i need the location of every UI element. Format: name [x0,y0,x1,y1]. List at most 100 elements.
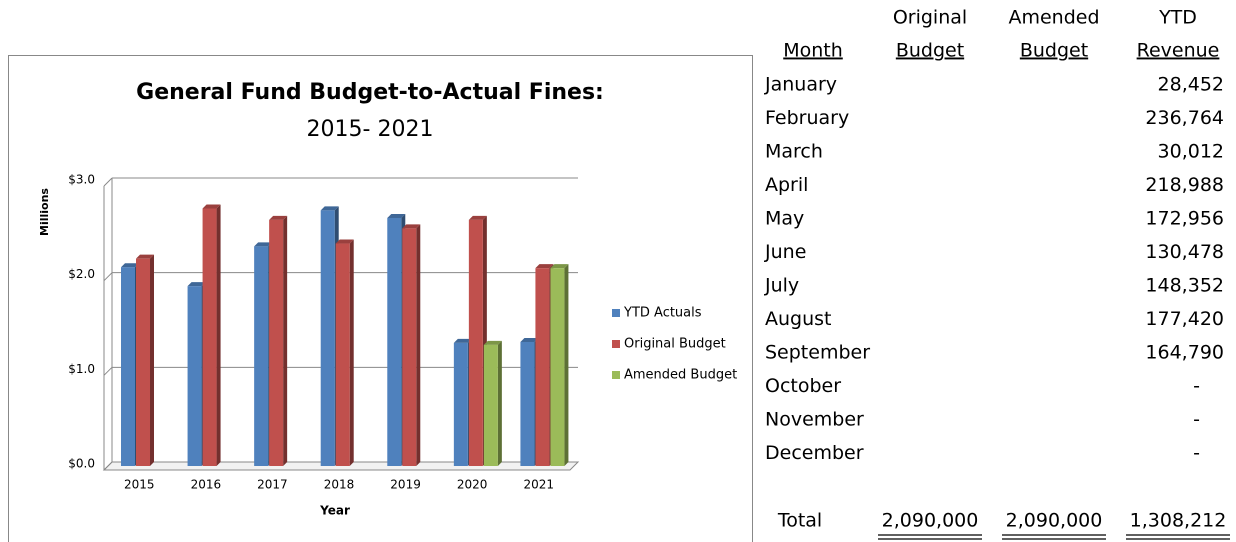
total-cell: 2,090,000 [882,510,979,532]
total-cell: 1,308,212 [1130,510,1227,532]
x-tick-label: 2019 [390,478,421,492]
revenue-cell: 30,012 [1158,141,1224,163]
bar-side [497,340,502,466]
y-tick-label: $0.0 [68,457,95,471]
revenue-cell: 164,790 [1145,342,1224,364]
month-cell: December [765,442,864,464]
month-cell: November [765,409,864,431]
bar-top [483,340,502,345]
bar-top [387,213,406,218]
bar-top [254,242,273,247]
bar-top [550,264,569,269]
revenue-cell: 172,956 [1145,208,1224,230]
column-header: Budget [896,40,964,62]
legend-swatch [612,309,620,317]
bar-top [320,206,339,211]
month-cell: June [764,241,806,263]
bar [254,246,269,466]
month-cell: September [765,342,870,364]
bar [187,286,202,466]
month-cell: July [764,275,799,297]
bar [453,342,468,466]
grid-line-depth [103,177,113,187]
total-cell: Total [777,510,822,532]
column-header-top: Amended [1008,7,1099,29]
bar-side [416,224,421,466]
bar [320,210,335,466]
y-tick-label: $2.0 [68,267,95,281]
revenue-cell: 218,988 [1145,174,1224,196]
bar [269,219,284,466]
bar [121,267,135,466]
revenue-cell: 148,352 [1145,275,1224,297]
y-tick-label: $1.0 [68,362,95,376]
revenue-cell: 130,478 [1145,241,1224,263]
y-tick-label: $3.0 [68,173,95,187]
bar [483,344,498,466]
column-header: Revenue [1137,40,1220,62]
month-cell: March [765,141,823,163]
legend-swatch [612,371,620,379]
x-axis-label: Year [319,504,350,518]
bar-top [335,239,354,244]
bar-top [468,215,487,220]
y-axis-label: Millions [38,188,51,236]
bar-top [121,263,139,268]
bar-top [453,338,472,343]
month-cell: April [765,174,808,196]
bar-side [283,215,288,466]
total-cell: 2,090,000 [1006,510,1103,532]
bar [535,268,550,466]
bar [402,228,417,466]
legend-label: Original Budget [624,337,726,352]
bar-top [535,264,554,269]
bar-top [202,204,221,209]
legend-swatch [612,340,620,348]
x-tick-label: 2018 [324,478,355,492]
x-tick-label: 2021 [523,478,554,492]
bar [520,341,535,466]
bar-top [136,254,154,259]
revenue-cell: - [1193,442,1200,464]
bar-side [349,239,354,466]
revenue-cell: - [1193,375,1200,397]
column-header-top: YTD [1158,7,1197,29]
month-cell: January [764,74,837,96]
chart-title: General Fund Budget-to-Actual Fines: [136,80,604,105]
legend-label: Amended Budget [624,368,737,383]
x-tick-label: 2020 [457,478,488,492]
bar [550,268,565,466]
grid-line-depth [103,366,113,376]
bar [136,258,150,466]
column-header: Budget [1020,40,1088,62]
grid-line-depth [103,461,113,471]
x-tick-label: 2017 [257,478,288,492]
bar-top [269,215,288,220]
month-cell: May [765,208,804,230]
bar-side [216,204,221,467]
bar-side [150,254,154,466]
bar-side [564,264,569,466]
grid-line-depth [103,272,113,282]
column-header-top: Original [893,7,967,29]
legend-label: YTD Actuals [623,306,702,321]
revenue-cell: - [1193,409,1200,431]
bar-top [520,337,539,342]
month-cell: August [765,308,832,330]
revenue-cell: 236,764 [1145,107,1224,129]
revenue-cell: 177,420 [1145,308,1224,330]
bar [387,217,402,466]
chart-subtitle: 2015- 2021 [307,117,434,142]
bar [335,243,350,466]
column-header: Month [783,40,843,62]
x-tick-label: 2016 [191,478,222,492]
bar [468,219,483,466]
x-tick-label: 2015 [124,478,155,492]
bar-top [187,282,206,287]
month-cell: October [765,375,841,397]
bar-top [402,224,421,229]
month-cell: February [765,107,849,129]
bar [202,208,217,467]
